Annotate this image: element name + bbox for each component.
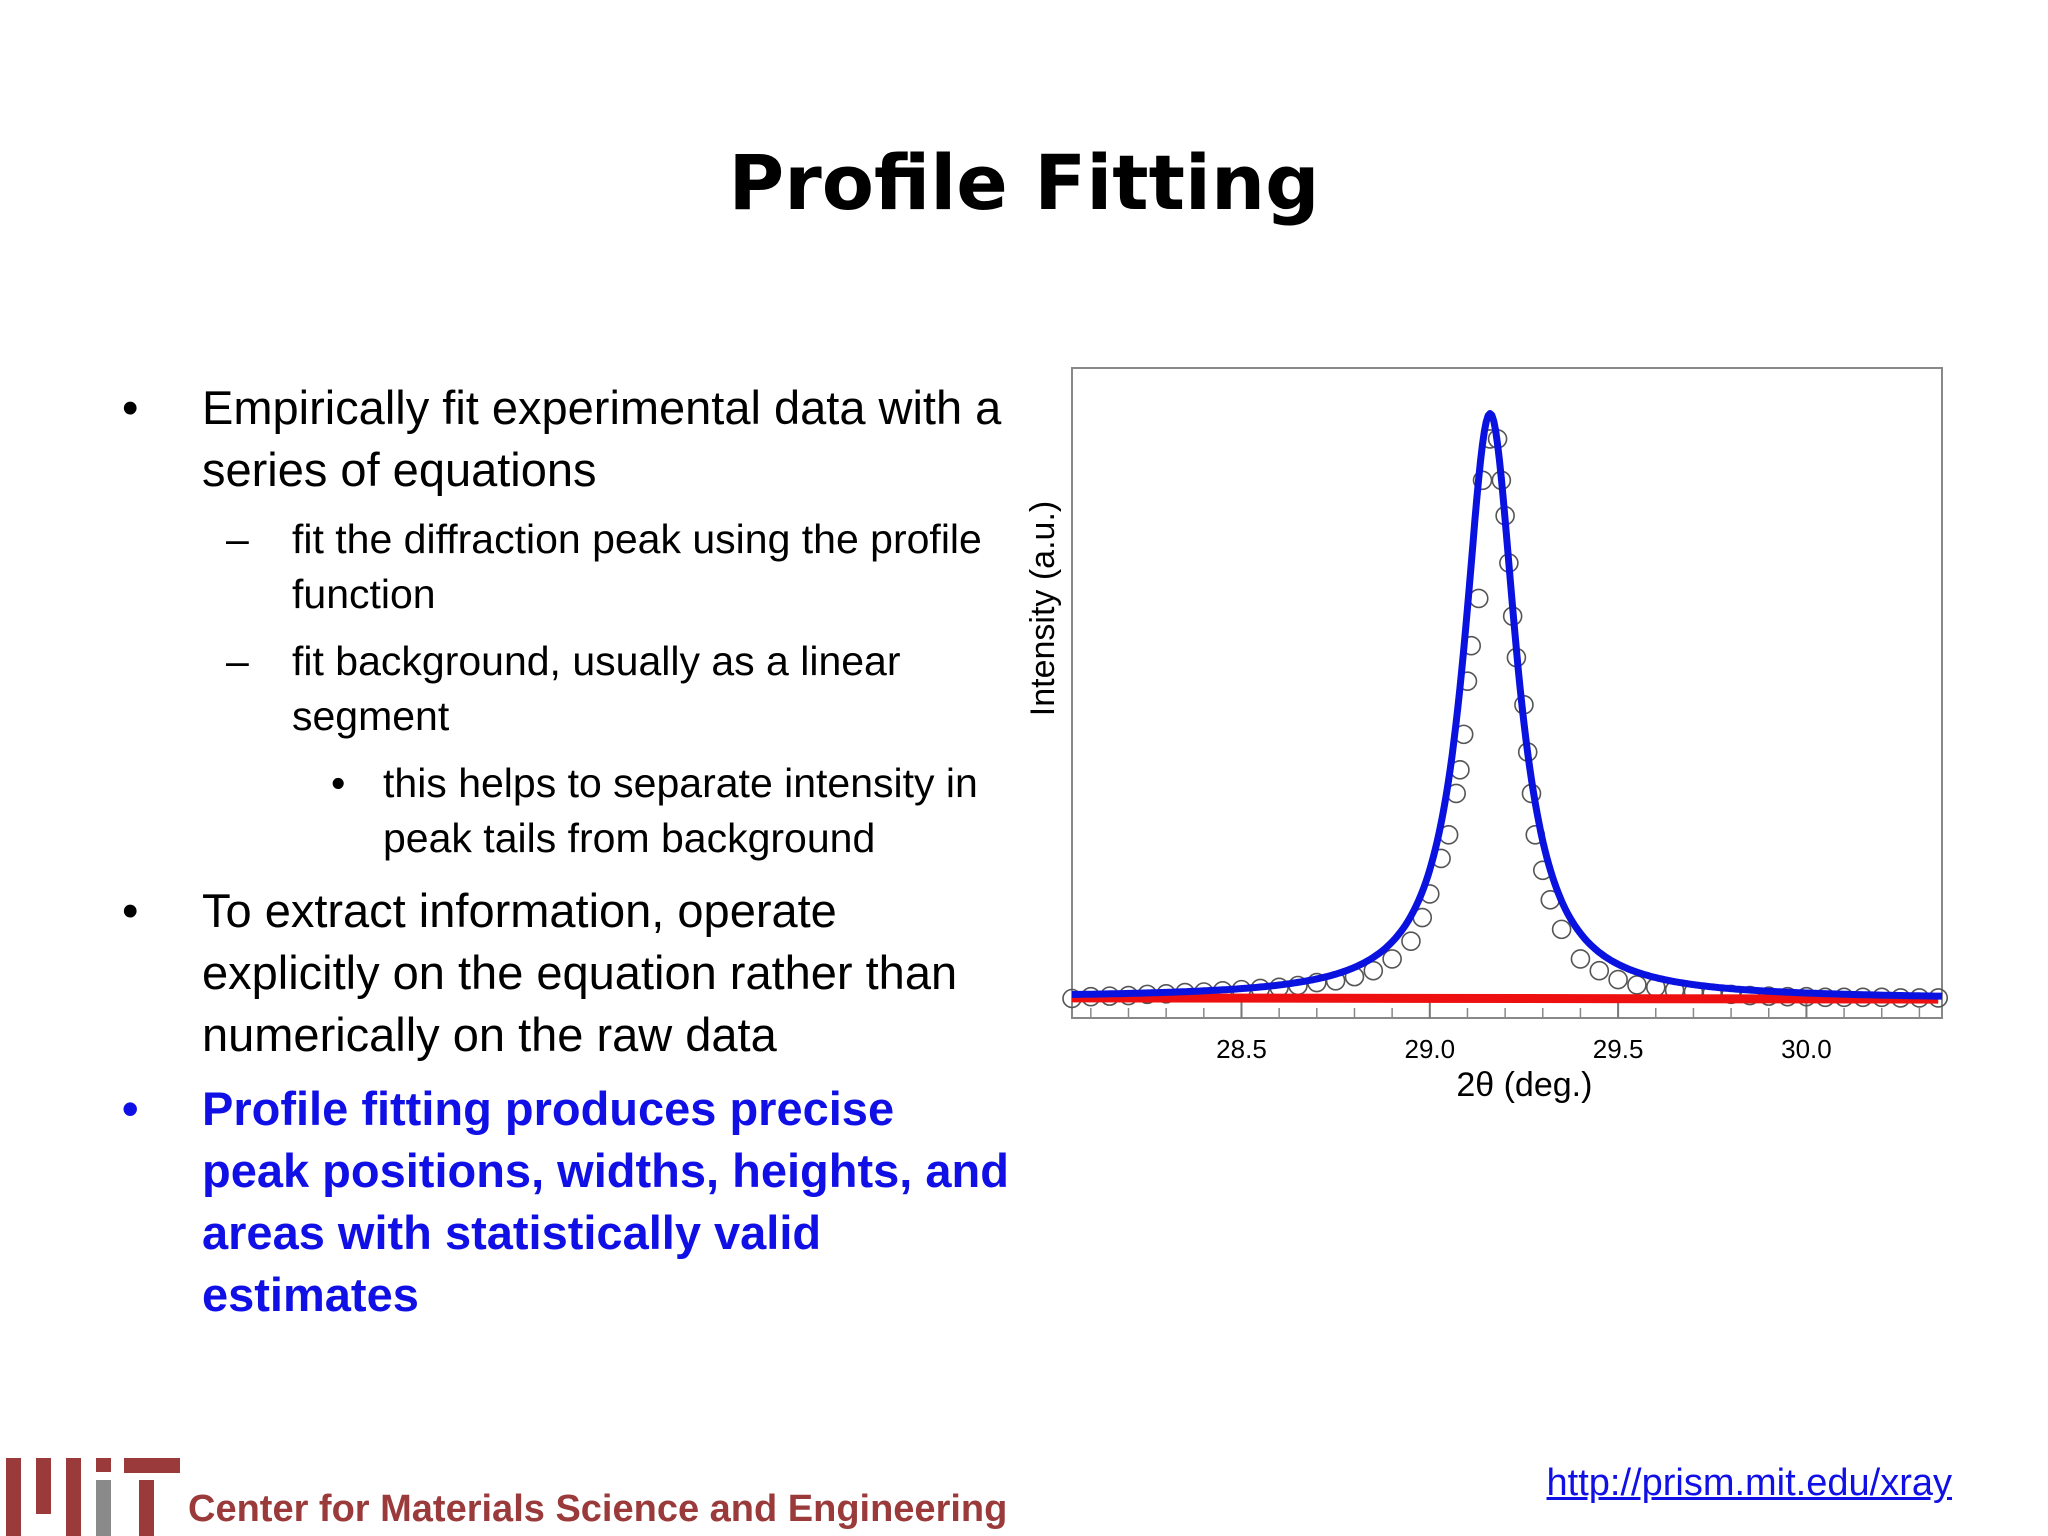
x-tick-label: 29.0 bbox=[1404, 1034, 1455, 1064]
sub-sub-bullet-item: • this helps to separate intensity in pe… bbox=[383, 756, 1023, 866]
bullet-text: Empirically fit experimental data with a… bbox=[202, 381, 1001, 496]
bullet-marker: • bbox=[122, 377, 138, 439]
org-name: Center for Materials Science and Enginee… bbox=[188, 1488, 1007, 1531]
bullet-item: • To extract information, operate explic… bbox=[202, 880, 1012, 1066]
bullet-marker: • bbox=[122, 880, 138, 942]
sub-bullet-item: – fit background, usually as a linear se… bbox=[292, 634, 1032, 744]
data-point bbox=[1383, 950, 1401, 968]
y-axis-label: Intensity (a.u.) bbox=[1024, 501, 1062, 716]
bullet-text: Profile fitting produces precise peak po… bbox=[202, 1082, 1009, 1321]
footer-link[interactable]: http://prism.mit.edu/xray bbox=[1547, 1462, 1952, 1505]
bullet-marker: • bbox=[122, 1078, 138, 1140]
data-point bbox=[1402, 932, 1420, 950]
data-point bbox=[1609, 971, 1627, 989]
logo-bar bbox=[66, 1458, 81, 1536]
bullet-text: this helps to separate intensity in peak… bbox=[383, 760, 978, 861]
background-line bbox=[1072, 998, 1938, 999]
logo-bar bbox=[96, 1480, 111, 1536]
logo-bar bbox=[139, 1480, 154, 1536]
bullet-item-emphasis: • Profile fitting produces precise peak … bbox=[202, 1078, 1012, 1326]
fit-curve bbox=[1072, 414, 1942, 997]
data-point bbox=[1628, 976, 1646, 994]
plot-frame bbox=[1072, 368, 1942, 1018]
data-point bbox=[1571, 950, 1589, 968]
bullet-text: fit background, usually as a linear segm… bbox=[292, 638, 901, 739]
bullet-marker: – bbox=[226, 634, 249, 689]
data-point bbox=[1470, 589, 1488, 607]
profile-fit-chart: 28.5 29.0 29.5 30.0 2θ (deg.) Intensity (a.u.… bbox=[1000, 350, 1960, 1130]
x-tick-label: 30.0 bbox=[1781, 1034, 1832, 1064]
bullet-marker: – bbox=[226, 512, 249, 567]
x-tick-label: 29.5 bbox=[1593, 1034, 1644, 1064]
bullet-text: To extract information, operate explicit… bbox=[202, 884, 957, 1061]
sub-bullet-item: – fit the diffraction peak using the pro… bbox=[292, 512, 1032, 622]
bullet-text: fit the diffraction peak using the profi… bbox=[292, 516, 982, 617]
logo-bar bbox=[6, 1458, 21, 1536]
x-tick-label: 28.5 bbox=[1216, 1034, 1267, 1064]
logo-bar bbox=[124, 1458, 180, 1473]
mit-logo bbox=[6, 1458, 186, 1536]
page-title: Profile Fitting bbox=[0, 138, 2048, 227]
bullet-marker: • bbox=[331, 756, 345, 811]
x-axis-label: 2θ (deg.) bbox=[1456, 1066, 1592, 1104]
logo-bar bbox=[36, 1458, 51, 1514]
data-point bbox=[1590, 962, 1608, 980]
bullet-item: • Empirically fit experimental data with… bbox=[202, 377, 1012, 501]
data-point bbox=[1553, 920, 1571, 938]
logo-bar bbox=[96, 1458, 111, 1472]
